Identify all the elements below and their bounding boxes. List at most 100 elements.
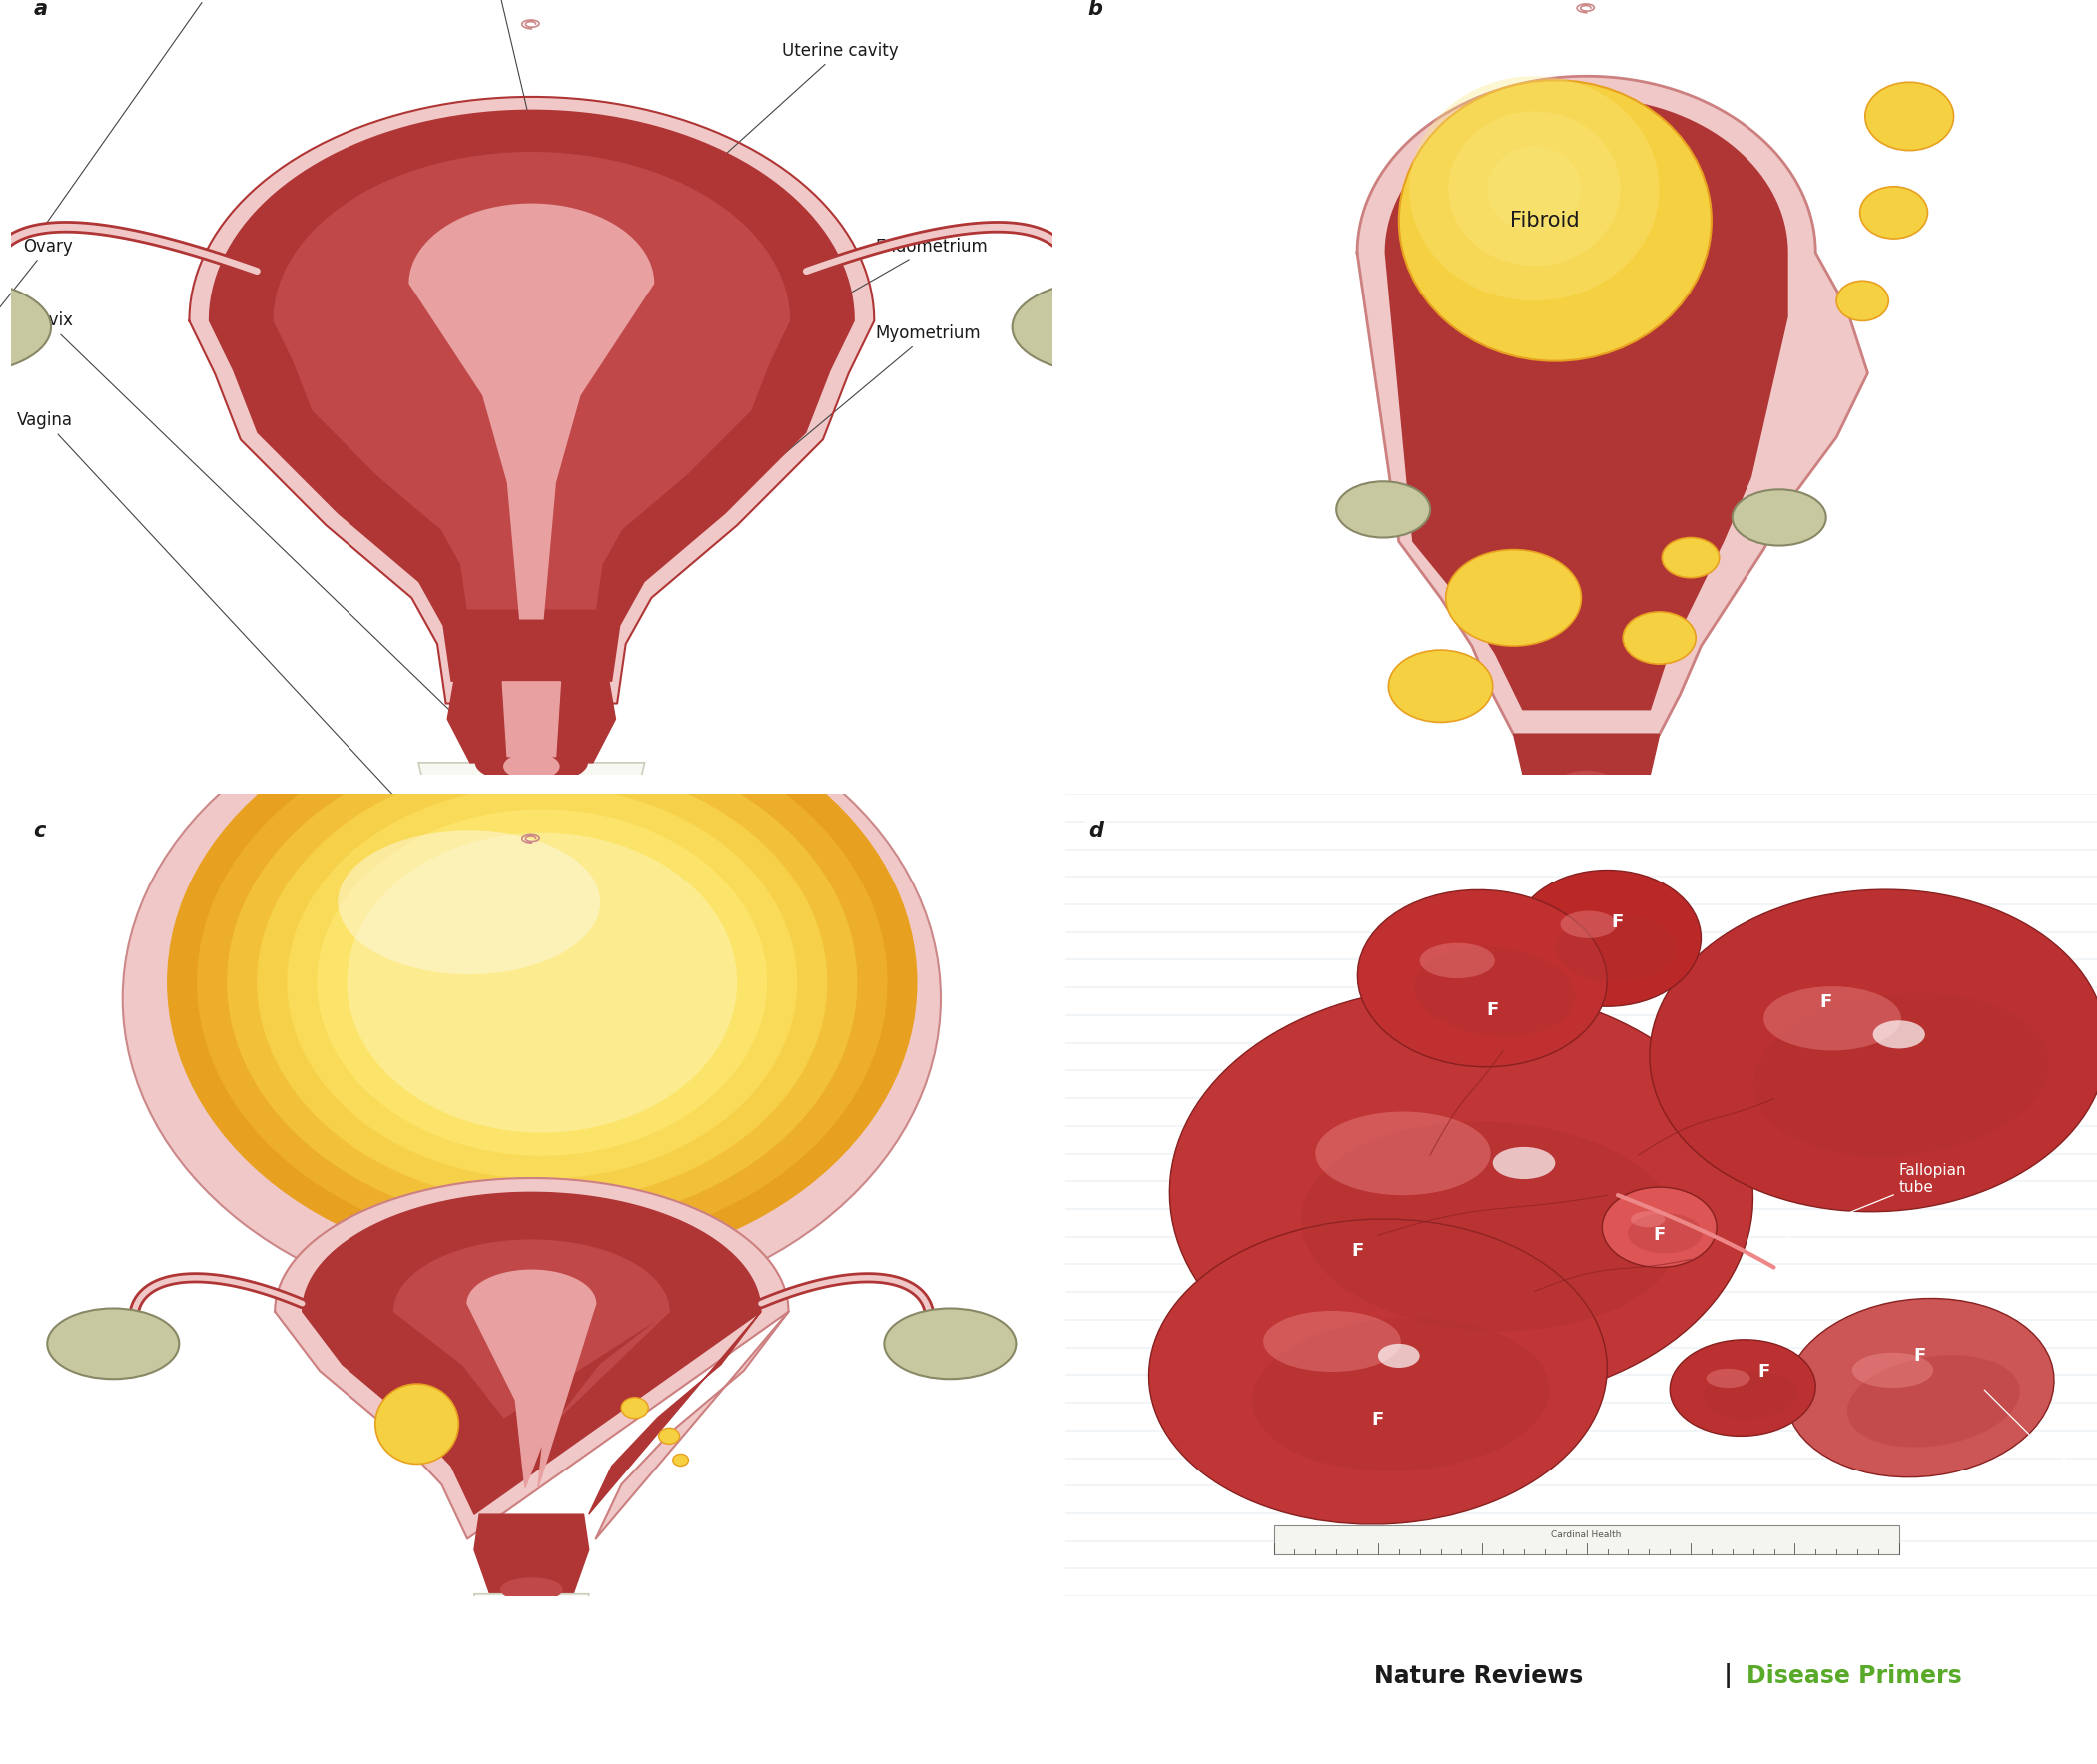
Text: Nature Reviews: Nature Reviews bbox=[1374, 1663, 1583, 1688]
Text: Ovary: Ovary bbox=[1984, 1390, 2070, 1459]
Ellipse shape bbox=[1487, 146, 1581, 231]
Ellipse shape bbox=[885, 1309, 1015, 1379]
Ellipse shape bbox=[1663, 538, 1720, 579]
Ellipse shape bbox=[1852, 1353, 1933, 1388]
Text: F: F bbox=[1610, 914, 1623, 931]
Ellipse shape bbox=[1493, 1147, 1556, 1178]
Ellipse shape bbox=[375, 1383, 459, 1464]
Text: Fallopian
tube: Fallopian tube bbox=[40, 0, 256, 231]
Ellipse shape bbox=[1388, 649, 1493, 721]
Ellipse shape bbox=[1300, 1122, 1680, 1332]
Ellipse shape bbox=[0, 280, 50, 374]
Ellipse shape bbox=[1409, 76, 1659, 302]
Polygon shape bbox=[208, 109, 856, 681]
Ellipse shape bbox=[226, 739, 858, 1226]
Ellipse shape bbox=[1413, 947, 1575, 1037]
Ellipse shape bbox=[1631, 1212, 1665, 1228]
Ellipse shape bbox=[338, 829, 600, 974]
Ellipse shape bbox=[1623, 612, 1696, 663]
Polygon shape bbox=[1514, 734, 1659, 847]
Ellipse shape bbox=[1650, 889, 2097, 1212]
Ellipse shape bbox=[1669, 1339, 1816, 1436]
Ellipse shape bbox=[1449, 111, 1621, 266]
Ellipse shape bbox=[168, 693, 916, 1272]
Text: F: F bbox=[1757, 1364, 1770, 1381]
Ellipse shape bbox=[1556, 914, 1678, 983]
Ellipse shape bbox=[256, 762, 826, 1201]
Ellipse shape bbox=[1315, 1111, 1491, 1196]
Polygon shape bbox=[474, 1515, 589, 1595]
Ellipse shape bbox=[1764, 986, 1902, 1051]
Polygon shape bbox=[419, 762, 644, 968]
Text: Endometrium: Endometrium bbox=[631, 238, 988, 420]
Polygon shape bbox=[273, 152, 791, 610]
Ellipse shape bbox=[1707, 1369, 1751, 1388]
Ellipse shape bbox=[1847, 1355, 2019, 1446]
Ellipse shape bbox=[658, 1427, 679, 1445]
Ellipse shape bbox=[1149, 1219, 1606, 1524]
Ellipse shape bbox=[621, 1397, 648, 1418]
Text: Vagina: Vagina bbox=[17, 411, 426, 829]
Ellipse shape bbox=[1252, 1318, 1550, 1471]
Text: F: F bbox=[1487, 1002, 1499, 1020]
Ellipse shape bbox=[1860, 187, 1927, 238]
Polygon shape bbox=[1357, 76, 1868, 734]
Ellipse shape bbox=[1357, 889, 1606, 1067]
Ellipse shape bbox=[1703, 1371, 1797, 1420]
Polygon shape bbox=[394, 1240, 669, 1418]
Text: c: c bbox=[34, 820, 46, 841]
Ellipse shape bbox=[1170, 986, 1753, 1404]
Ellipse shape bbox=[1560, 910, 1617, 938]
Ellipse shape bbox=[1420, 944, 1495, 979]
Text: Fallopian
tube: Fallopian tube bbox=[1755, 1162, 1967, 1251]
Ellipse shape bbox=[1787, 1298, 2055, 1476]
Ellipse shape bbox=[1556, 771, 1617, 803]
Text: Cervix: Cervix bbox=[21, 312, 457, 718]
Bar bbox=[1273, 1526, 1900, 1554]
Ellipse shape bbox=[346, 833, 738, 1132]
Ellipse shape bbox=[1399, 79, 1711, 362]
Text: d: d bbox=[1088, 820, 1103, 841]
Polygon shape bbox=[503, 681, 560, 757]
Text: F: F bbox=[1820, 993, 1833, 1011]
Ellipse shape bbox=[1445, 550, 1581, 646]
Text: Ovary: Ovary bbox=[0, 238, 73, 337]
Text: F: F bbox=[1371, 1411, 1384, 1429]
Text: Myometrium: Myometrium bbox=[753, 325, 981, 482]
Ellipse shape bbox=[1013, 280, 1197, 374]
Polygon shape bbox=[447, 681, 617, 762]
Ellipse shape bbox=[287, 787, 797, 1178]
Text: F: F bbox=[1915, 1346, 1925, 1365]
Ellipse shape bbox=[317, 810, 768, 1155]
Ellipse shape bbox=[1336, 482, 1430, 538]
Ellipse shape bbox=[1732, 489, 1826, 545]
Polygon shape bbox=[1525, 847, 1648, 960]
Ellipse shape bbox=[1084, 289, 1174, 328]
Ellipse shape bbox=[1514, 870, 1701, 1007]
Ellipse shape bbox=[1262, 1311, 1401, 1372]
Text: Cardinal Health: Cardinal Health bbox=[1552, 1529, 1621, 1540]
Text: F: F bbox=[1350, 1242, 1363, 1259]
Ellipse shape bbox=[1627, 1214, 1703, 1252]
Ellipse shape bbox=[1864, 83, 1954, 150]
Ellipse shape bbox=[1873, 1021, 1925, 1048]
Polygon shape bbox=[474, 1595, 589, 1753]
Ellipse shape bbox=[1378, 1344, 1420, 1367]
Text: b: b bbox=[1088, 0, 1103, 19]
Polygon shape bbox=[189, 97, 874, 704]
Ellipse shape bbox=[1753, 993, 2049, 1155]
Text: |: | bbox=[1715, 1663, 1741, 1688]
Text: Uterine cavity: Uterine cavity bbox=[598, 42, 898, 270]
Text: Disease Primers: Disease Primers bbox=[1747, 1663, 1963, 1688]
Ellipse shape bbox=[503, 753, 560, 780]
Ellipse shape bbox=[1602, 1187, 1717, 1267]
Polygon shape bbox=[409, 203, 654, 619]
Ellipse shape bbox=[476, 741, 587, 785]
Polygon shape bbox=[1384, 97, 1789, 711]
Ellipse shape bbox=[673, 1454, 688, 1466]
Text: a: a bbox=[34, 0, 48, 19]
Polygon shape bbox=[468, 1270, 596, 1489]
Text: Fibroid: Fibroid bbox=[1510, 210, 1579, 231]
Ellipse shape bbox=[122, 681, 942, 1316]
Text: Fundus: Fundus bbox=[459, 0, 531, 125]
